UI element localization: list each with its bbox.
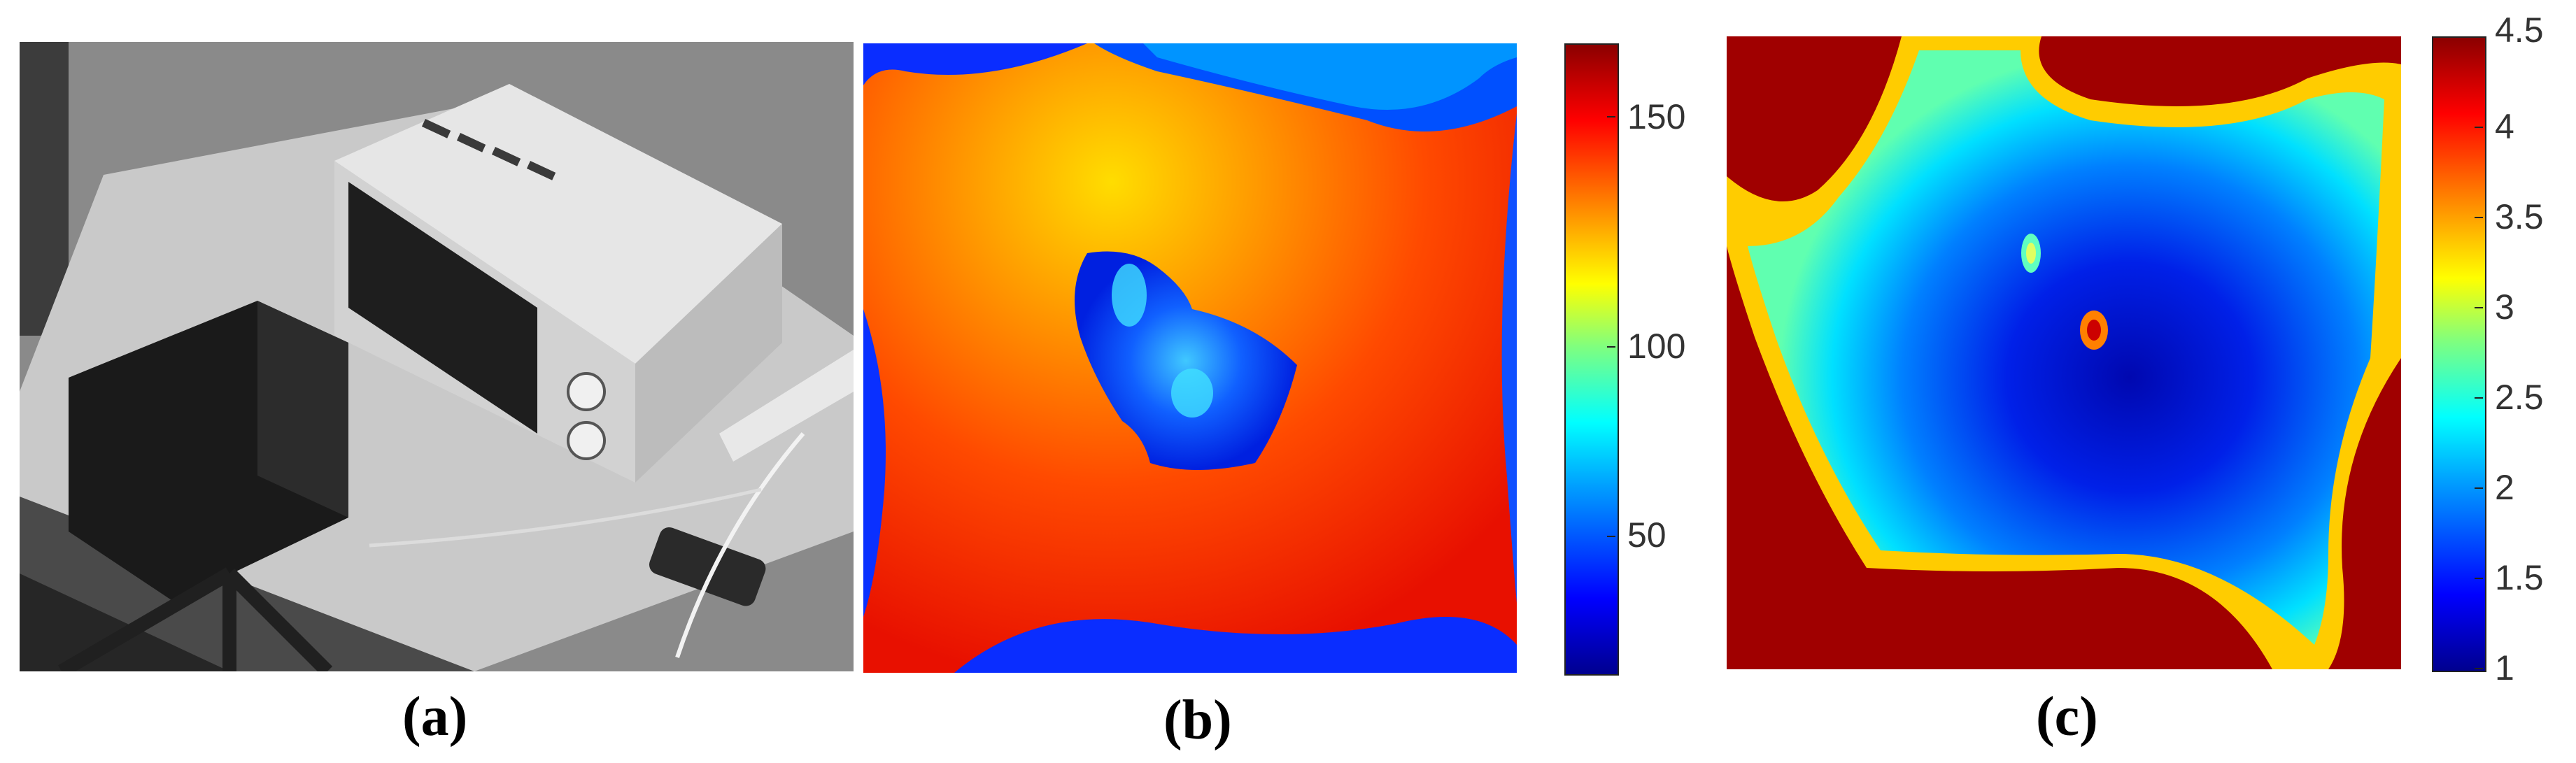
- colorbar-c-tick: 1.5: [2495, 558, 2544, 597]
- colorbar-c-tick: 1: [2495, 648, 2514, 687]
- colorbar-c-tickmark: [2475, 668, 2483, 669]
- colorbar-c-tick: 4: [2495, 107, 2514, 146]
- knob-icon: [567, 421, 606, 460]
- colorbar-c-tick: 2.5: [2495, 378, 2544, 417]
- colorbar-b-tick: 100: [1627, 327, 1686, 366]
- colorbar-c-tickmark: [2475, 578, 2483, 579]
- colorbar-c-tick: 4.5: [2495, 10, 2544, 50]
- colorbar-c-tickmark: [2475, 487, 2483, 489]
- colorbar-c-tick: 3.5: [2495, 197, 2544, 236]
- heatmap-c-drawing: [1727, 36, 2401, 669]
- caption-c: (c): [2036, 686, 2098, 748]
- caption-a: (a): [402, 686, 468, 748]
- heatmap-c: [1727, 36, 2401, 669]
- heatmap-b-drawing: [863, 43, 1517, 673]
- colorbar-b-tick: 50: [1627, 515, 1666, 555]
- colorbar-b-tickmark: [1607, 346, 1615, 348]
- colorbar-c-tickmark: [2475, 127, 2483, 128]
- colorbar-b-tickmark: [1607, 116, 1615, 117]
- heatmap-b: [863, 43, 1517, 673]
- microwave-door: [348, 182, 537, 434]
- setup-photo-drawing: [20, 42, 854, 671]
- colorbar-c-tickmark: [2475, 307, 2483, 308]
- caption-b: (b): [1163, 690, 1232, 751]
- microwave-top: [334, 84, 782, 364]
- colorbar-b-tick: 150: [1627, 97, 1686, 136]
- colorbar-c-tickmark: [2475, 36, 2483, 38]
- colorbar-c-tick: 2: [2495, 468, 2514, 507]
- colorbar-b-tickmark: [1607, 536, 1615, 537]
- colorbar-b: [1564, 43, 1619, 676]
- setup-photo: [20, 42, 854, 671]
- colorbar-c: [2432, 36, 2486, 672]
- knob-icon: [567, 372, 606, 411]
- colorbar-c-tick: 3: [2495, 287, 2514, 327]
- colorbar-c-tickmark: [2475, 217, 2483, 218]
- colorbar-c-tickmark: [2475, 397, 2483, 399]
